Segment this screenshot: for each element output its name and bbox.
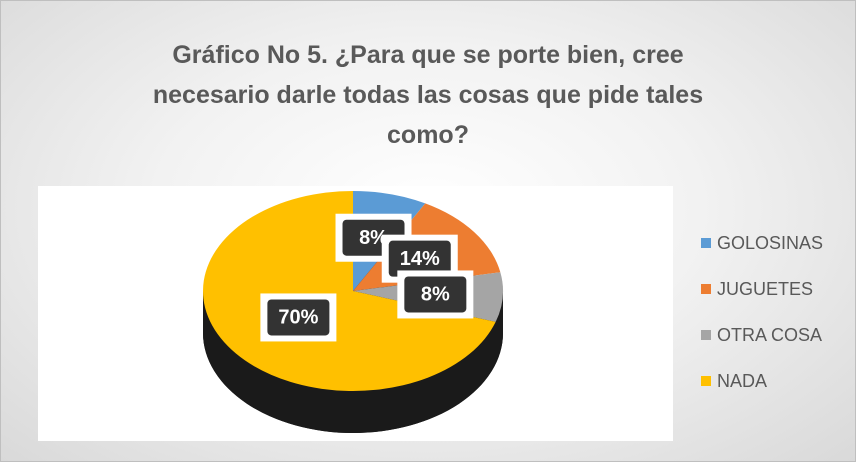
data-label: 8% bbox=[359, 227, 388, 249]
legend: GOLOSINAS JUGUETES OTRA COSA NADA bbox=[701, 233, 823, 391]
chart-title: Gráfico No 5. ¿Para que se porte bien, c… bbox=[152, 41, 704, 149]
data-label: 14% bbox=[400, 248, 440, 270]
legend-label: GOLOSINAS bbox=[717, 233, 823, 253]
data-label: 70% bbox=[278, 307, 318, 329]
legend-label: OTRA COSA bbox=[717, 325, 822, 345]
data-label-bg bbox=[388, 240, 451, 277]
legend-label: NADA bbox=[717, 371, 767, 391]
legend-swatch bbox=[701, 376, 711, 386]
legend-swatch bbox=[701, 330, 711, 340]
data-label: 8% bbox=[421, 284, 450, 306]
legend-swatch bbox=[701, 284, 711, 294]
data-label-bg bbox=[404, 276, 467, 313]
legend-label: JUGUETES bbox=[717, 279, 813, 299]
data-label-bg bbox=[267, 299, 330, 336]
legend-swatch bbox=[701, 238, 711, 248]
data-labels: 8% 14% 8% 70% bbox=[260, 213, 474, 342]
